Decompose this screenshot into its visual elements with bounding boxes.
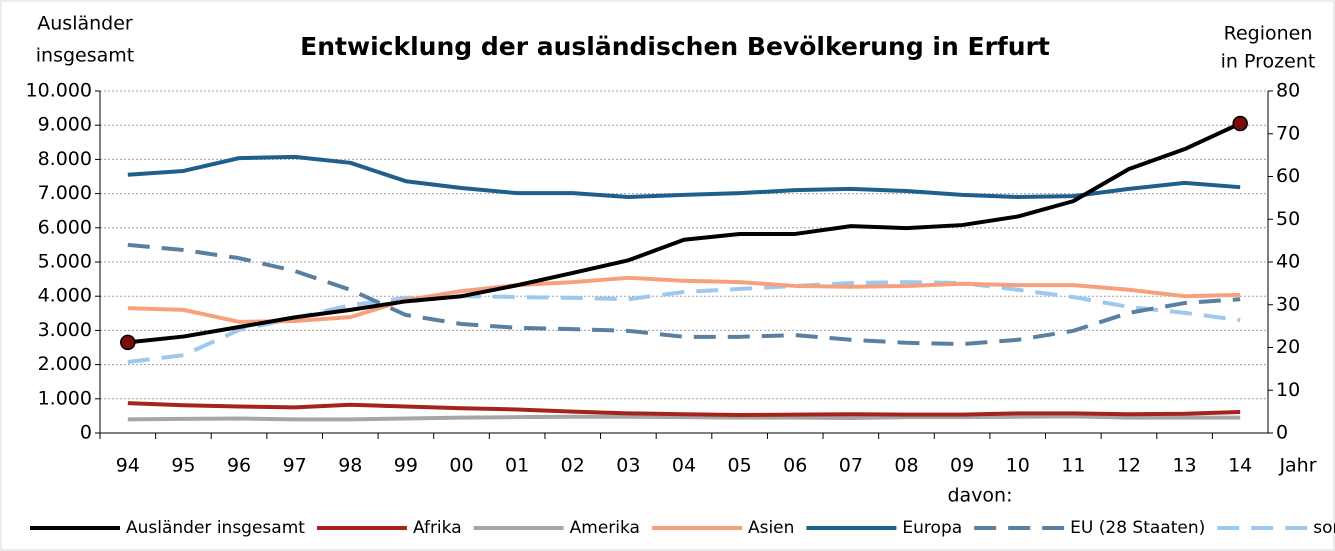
- x-tick-label: 03: [616, 455, 640, 477]
- series-line: [127, 242, 1241, 347]
- y2-tick-label: 10: [1276, 379, 1300, 401]
- y2-tick-label: 30: [1276, 293, 1300, 315]
- x-tick-label: 01: [505, 455, 529, 477]
- y-axis-label: insgesamt: [36, 45, 134, 67]
- y-tick-label: 7.000: [38, 182, 92, 204]
- legend-label: EU (28 Staaten): [1070, 518, 1205, 538]
- series-line: [127, 275, 1241, 324]
- series-line: [127, 280, 1241, 365]
- y-tick-label: 0: [80, 422, 92, 444]
- y-tick-label: 9.000: [38, 114, 92, 136]
- x-tick-label: 10: [1006, 455, 1030, 477]
- y2-axis-label: Regionen: [1224, 23, 1313, 45]
- x-tick-label: 96: [227, 455, 251, 477]
- series-line: [127, 401, 1241, 418]
- series-line: [127, 414, 1241, 422]
- legend-label: Asien: [748, 518, 794, 538]
- x-tick-label: 08: [894, 455, 918, 477]
- x-tick-label: 00: [449, 455, 473, 477]
- x-tick-label: 95: [171, 455, 195, 477]
- x-tick-label: 07: [839, 455, 863, 477]
- x-tick-label: 06: [783, 455, 807, 477]
- y2-tick-label: 20: [1276, 336, 1300, 358]
- y-axis-label: Ausländer: [37, 13, 133, 35]
- y-tick-label: 4.000: [38, 285, 92, 307]
- y2-tick-label: 40: [1276, 251, 1300, 273]
- legend-label: Amerika: [570, 518, 640, 538]
- x-tick-label: 02: [561, 455, 585, 477]
- x-tick-label: 04: [672, 455, 696, 477]
- x-tick-label: 09: [950, 455, 974, 477]
- x-tick-label: 94: [116, 455, 140, 477]
- x-tick-label: 14: [1228, 455, 1252, 477]
- y-tick-label: 2.000: [38, 353, 92, 375]
- y2-tick-label: 0: [1276, 422, 1288, 444]
- legend-label: Afrika: [413, 518, 462, 538]
- x-axis-label: Jahr: [1278, 455, 1316, 477]
- x-tick-label: 12: [1117, 455, 1141, 477]
- series-line: [127, 154, 1241, 200]
- y-tick-label: 3.000: [38, 319, 92, 341]
- y-tick-label: 5.000: [38, 251, 92, 273]
- y-tick-label: 10.000: [26, 80, 92, 102]
- y2-tick-label: 60: [1276, 165, 1300, 187]
- y-tick-label: 6.000: [38, 216, 92, 238]
- x-tick-label: 13: [1172, 455, 1196, 477]
- y2-tick-label: 70: [1276, 122, 1300, 144]
- x-tick-label: 99: [394, 455, 418, 477]
- y2-tick-label: 80: [1276, 80, 1300, 102]
- y2-tick-label: 50: [1276, 208, 1300, 230]
- chart-title: Entwicklung der ausländischen Bevölkerun…: [300, 32, 1050, 61]
- endpoint-marker: [1232, 115, 1248, 132]
- x-tick-label: 05: [728, 455, 752, 477]
- x-tick-label: 11: [1061, 455, 1085, 477]
- series-line: [127, 121, 1242, 345]
- legend-label: Ausländer insgesamt: [126, 518, 305, 538]
- legend-label: sonstiges Europa: [1313, 518, 1335, 538]
- endpoint-marker: [120, 334, 136, 351]
- legend-note: davon:: [947, 485, 1012, 507]
- y-tick-label: 8.000: [38, 148, 92, 170]
- x-tick-label: 97: [283, 455, 307, 477]
- y-tick-label: 1.000: [38, 387, 92, 409]
- legend-label: Europa: [902, 518, 962, 538]
- x-tick-label: 98: [338, 455, 362, 477]
- y2-axis-label: in Prozent: [1221, 51, 1316, 73]
